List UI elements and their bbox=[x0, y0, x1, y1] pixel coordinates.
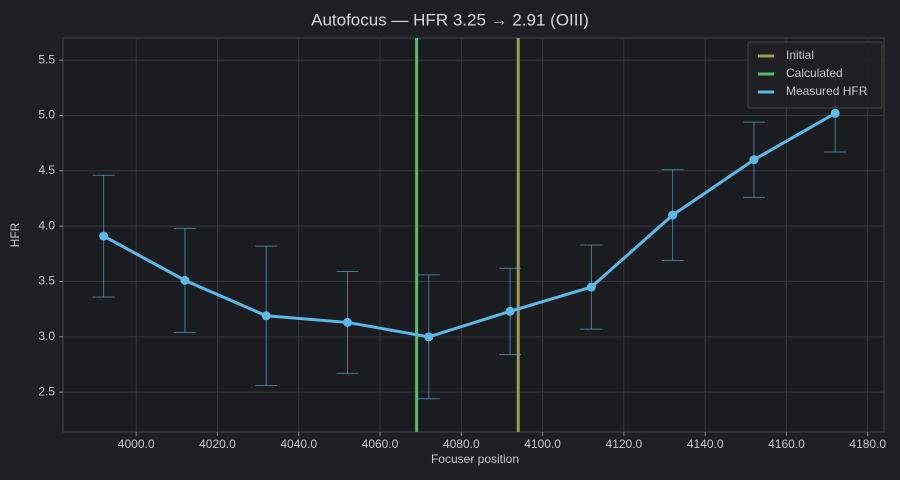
data-line bbox=[102, 111, 836, 339]
y-tick-label: 3.0 bbox=[38, 329, 55, 343]
legend-box bbox=[747, 41, 883, 109]
plot-area bbox=[62, 37, 885, 433]
x-tick-label: 4040.0 bbox=[280, 437, 317, 451]
legend-label: Initial bbox=[786, 48, 814, 62]
x-tick-label: 4100.0 bbox=[524, 437, 561, 451]
x-tick-label: 4180.0 bbox=[849, 437, 886, 451]
x-tick-label: 4140.0 bbox=[687, 437, 724, 451]
legend-label: Measured HFR bbox=[786, 84, 868, 98]
data-point bbox=[668, 210, 678, 220]
x-tick-label: 4000.0 bbox=[118, 437, 155, 451]
x-tick-label: 4160.0 bbox=[768, 437, 805, 451]
y-tick-label: 4.5 bbox=[38, 163, 55, 177]
x-tick-label: 4060.0 bbox=[362, 437, 399, 451]
data-point bbox=[99, 231, 109, 241]
x-tick-label: 4020.0 bbox=[199, 437, 236, 451]
data-point bbox=[343, 317, 353, 327]
y-tick-label: 2.5 bbox=[38, 384, 55, 398]
legend-label: Calculated bbox=[786, 66, 843, 80]
data-point bbox=[180, 275, 190, 285]
data-point bbox=[424, 332, 434, 342]
y-tick-label: 5.5 bbox=[38, 52, 55, 66]
x-tick-label: 4080.0 bbox=[443, 437, 480, 451]
data-point bbox=[505, 306, 515, 316]
y-axis-label: HFR bbox=[8, 222, 22, 247]
y-tick-label: 5.0 bbox=[38, 108, 55, 122]
x-axis-label: Focuser position bbox=[431, 452, 519, 466]
chart-title: Autofocus — HFR 3.25 → 2.91 (OIII) bbox=[311, 10, 589, 29]
data-point bbox=[261, 311, 271, 321]
y-tick-label: 3.5 bbox=[38, 274, 55, 288]
data-point bbox=[749, 155, 759, 165]
x-tick-label: 4120.0 bbox=[606, 437, 643, 451]
data-point bbox=[830, 108, 840, 118]
data-point bbox=[586, 282, 596, 292]
y-tick-label: 4.0 bbox=[38, 218, 55, 232]
